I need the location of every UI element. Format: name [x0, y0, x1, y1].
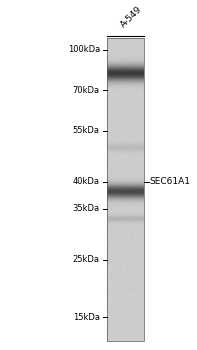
Text: 15kDa: 15kDa — [73, 313, 100, 322]
Text: 25kDa: 25kDa — [73, 255, 100, 264]
Bar — [107, 38, 144, 341]
Text: 35kDa: 35kDa — [73, 204, 100, 213]
Text: SEC61A1: SEC61A1 — [150, 177, 190, 186]
Text: A-549: A-549 — [119, 5, 144, 29]
Text: 40kDa: 40kDa — [73, 177, 100, 186]
Text: 100kDa: 100kDa — [68, 45, 100, 54]
Text: 55kDa: 55kDa — [73, 126, 100, 135]
Text: 70kDa: 70kDa — [73, 86, 100, 95]
